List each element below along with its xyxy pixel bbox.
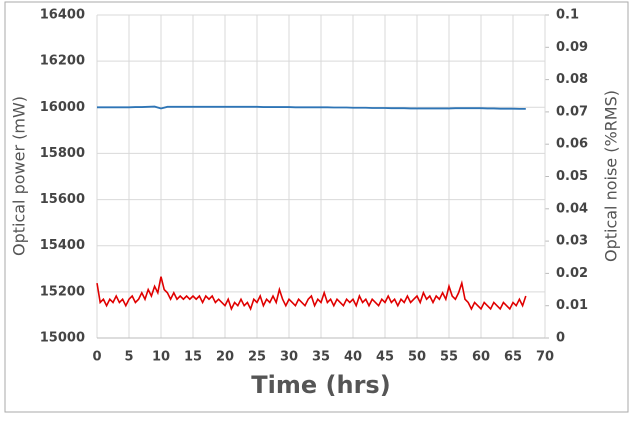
y-tick-label: 16400	[40, 8, 85, 23]
y2-tick-label: 0.08	[556, 72, 588, 87]
data-line	[96, 276, 527, 312]
y-tick-label: 16000	[40, 100, 85, 115]
y-tick-label: 15800	[40, 146, 85, 161]
y2-tick-label: 0.03	[556, 234, 588, 249]
y2-tick-label: 0.1	[556, 8, 579, 23]
x-tick-label: 60	[472, 350, 490, 365]
y2-tick-label: 0.01	[556, 298, 588, 313]
y-tick-label: 15400	[40, 238, 85, 253]
y-tick-label: 15600	[40, 192, 85, 207]
x-tick-label: 40	[344, 350, 362, 365]
x-tick-label: 20	[216, 350, 234, 365]
y2-tick-label: 0.04	[556, 201, 588, 216]
chart-frame	[4, 1, 629, 413]
y-axis-title: Optical power (mW)	[10, 96, 29, 256]
y-tick-label: 15200	[40, 284, 85, 299]
y2-tick-label: 0.06	[556, 137, 588, 152]
x-tick-label: 0	[92, 350, 101, 365]
y2-tick-label: 0	[556, 331, 565, 346]
x-tick-label: 30	[280, 350, 298, 365]
x-tick-label: 10	[152, 350, 170, 365]
x-tick-label: 15	[184, 350, 202, 365]
y2-axis-title: Optical noise (%RMS)	[602, 90, 621, 262]
y2-tick-label: 0.05	[556, 169, 588, 184]
y2-tick-label: 0.09	[556, 40, 588, 55]
x-tick-label: 45	[376, 350, 394, 365]
x-tick-label: 55	[440, 350, 458, 365]
x-tick-label: 65	[504, 350, 522, 365]
x-tick-label: 25	[248, 350, 266, 365]
x-axis-title: Time (hrs)	[251, 371, 390, 399]
y2-tick-label: 0.02	[556, 266, 588, 281]
data-line	[97, 105, 526, 110]
x-tick-label: 5	[124, 350, 133, 365]
x-tick-label: 70	[536, 350, 554, 365]
y2-tick-label: 0.07	[556, 104, 588, 119]
x-tick-label: 35	[312, 350, 330, 365]
y-tick-label: 16200	[40, 54, 85, 69]
y-tick-label: 15000	[40, 331, 85, 346]
x-tick-label: 50	[408, 350, 426, 365]
